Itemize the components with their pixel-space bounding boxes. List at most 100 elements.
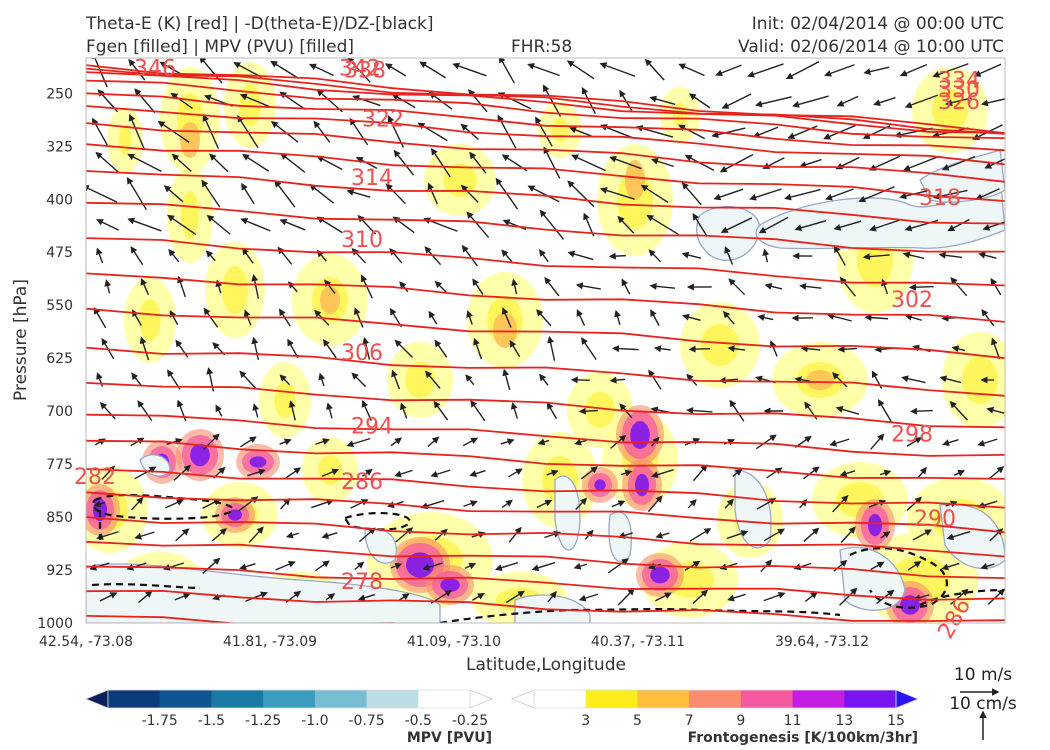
y-tick-label: 325 <box>46 139 73 155</box>
wind-vector <box>316 216 343 234</box>
fgen-core <box>635 473 649 497</box>
wind-vector <box>140 278 150 295</box>
colorbar-swatch <box>740 690 794 708</box>
wind-vector <box>134 88 156 114</box>
wind-vector <box>620 469 633 477</box>
colorbar-tick-label: -1.25 <box>245 713 281 729</box>
wind-vector <box>649 282 676 290</box>
wind-vector <box>950 588 969 605</box>
fgen-region <box>932 89 968 131</box>
fgen-region <box>962 356 998 404</box>
theta-e-contour <box>86 170 1005 225</box>
wind-vector <box>465 374 475 386</box>
theta-e-contour <box>86 201 1005 253</box>
theta-e-contour <box>86 382 1005 429</box>
wind-vector <box>309 183 335 204</box>
wind-vector <box>880 531 891 539</box>
wind-vector <box>688 93 711 109</box>
colorbar-swatch <box>844 690 897 708</box>
wind-vector <box>531 561 556 572</box>
wind-vector <box>134 531 155 540</box>
y-tick-label: 250 <box>46 86 73 102</box>
wind-vector <box>357 593 376 602</box>
wind-vector <box>546 469 559 477</box>
wind-vector <box>648 369 662 390</box>
wind-vector <box>508 468 523 478</box>
wind-vector <box>288 400 296 421</box>
wind-vector <box>242 247 254 264</box>
theta-e-contour <box>86 413 1005 457</box>
wind-vector <box>324 279 336 294</box>
wind-vector <box>990 337 1001 360</box>
wind-vector <box>787 125 818 140</box>
wind-vector <box>354 561 365 571</box>
wind-vector <box>346 188 371 198</box>
wind-vector <box>361 400 372 421</box>
colorbar-border <box>107 689 471 709</box>
theta-e-contour <box>86 92 1005 152</box>
wind-vector <box>394 339 413 358</box>
wind-vector <box>609 376 626 384</box>
wind-vector <box>233 62 262 78</box>
colorbar-tick-label: -0.75 <box>348 713 384 729</box>
wind-vector <box>463 500 478 507</box>
wind-vector <box>945 97 972 107</box>
wind-vector <box>799 282 822 290</box>
wind-vector <box>169 310 179 326</box>
theta-e-contour <box>86 67 1005 135</box>
colorbar-tick-label: -0.5 <box>405 713 432 729</box>
wind-vector <box>581 87 597 115</box>
wind-vector <box>547 335 556 361</box>
theta-e-label: 322 <box>362 107 404 132</box>
wind-vector <box>177 275 186 298</box>
fgen-core <box>868 513 882 537</box>
theta-e-label: 286 <box>341 470 383 495</box>
wind-vector <box>279 438 292 446</box>
wind-vector <box>678 63 705 77</box>
fgen-region <box>239 84 261 126</box>
colorbar-swatch <box>418 690 471 708</box>
wind-vector <box>687 499 697 509</box>
wind-vector <box>174 592 191 601</box>
wind-vector <box>251 274 260 299</box>
wind-vector <box>879 469 892 477</box>
wind-vector <box>427 182 438 205</box>
wind-vector <box>385 183 406 205</box>
wind-vector <box>755 434 777 450</box>
wind-vector <box>567 180 595 208</box>
wind-vector <box>434 528 448 541</box>
wind-vector <box>785 61 820 80</box>
wind-vector <box>566 60 595 80</box>
wind-vector <box>385 63 407 77</box>
wind-vector <box>270 60 300 80</box>
wind-vector <box>96 219 119 231</box>
wind-vector <box>280 497 291 510</box>
x-axis: 42.54, -73.08 41.81, -73.09 41.09, -73.10 4… <box>39 634 869 650</box>
wind-vector <box>607 558 629 574</box>
wind-vector <box>569 126 592 137</box>
wind-vector <box>575 497 588 510</box>
theta-e-contour <box>86 346 1005 397</box>
wind-vector <box>640 184 669 204</box>
wind-vector <box>576 309 586 326</box>
wind-vector <box>609 155 642 170</box>
wind-vector <box>721 93 752 109</box>
wind-vector <box>863 66 890 75</box>
wind-vector <box>131 372 143 387</box>
wind-vector <box>321 532 338 539</box>
init-time: Init: 02/04/2014 @ 00:00 UTC <box>751 14 1004 34</box>
mpv-region <box>554 475 581 551</box>
wind-vector <box>755 96 792 108</box>
colorbar-swatch <box>792 690 845 708</box>
wind-vector <box>835 406 860 415</box>
wind-vector <box>907 561 922 571</box>
wind-vector <box>163 185 184 203</box>
wind-vector <box>868 155 901 171</box>
wind-vector <box>502 368 511 391</box>
theta-e-label: 278 <box>341 570 383 595</box>
wind-vector <box>508 526 522 543</box>
wind-vector <box>494 561 518 572</box>
wind-vector <box>833 220 862 231</box>
theta-e-contour <box>86 468 1005 509</box>
